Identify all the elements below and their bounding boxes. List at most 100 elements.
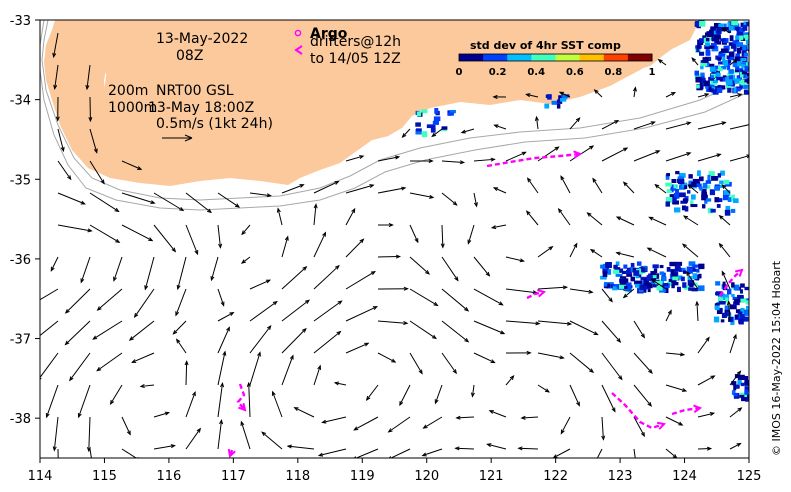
current-arrow [455,415,475,420]
sst-cell [742,44,747,51]
current-arrow [601,384,616,413]
current-arrow [537,146,560,162]
current-arrow [440,224,445,249]
sst-cell [726,55,731,60]
sst-cell [627,285,632,292]
current-arrow [249,300,278,322]
sst-cell [709,29,714,36]
sst-cell [698,176,704,182]
current-arrow [377,223,394,228]
current-arrow [589,248,603,258]
sst-cell [727,21,731,27]
sst-cell [716,87,723,93]
colorbar-tick-label: 0.4 [527,67,545,78]
sst-cell [749,90,756,93]
sst-cell [633,270,640,276]
current-arrow [281,266,308,290]
argo-legend-marker [294,29,302,37]
current-arrow [121,224,154,242]
sst-cell [740,382,745,387]
sst-cell [625,282,632,287]
sst-cell [642,283,650,287]
current-arrow [377,186,407,194]
sst-cell [723,45,730,51]
current-arrow [593,89,603,98]
current-arrow [697,336,710,354]
sst-cell [723,190,730,196]
sst-cell [432,120,439,125]
current-arrow [409,192,435,199]
sst-cell [641,267,646,273]
date-label: 13-May-2022 [156,31,248,47]
current-arrow [665,91,677,98]
sst-cell [675,171,680,175]
current-arrow [569,288,594,294]
sst-cell [731,43,736,49]
current-arrow [537,285,569,290]
current-arrow [387,416,411,433]
sst-cell [441,126,448,130]
current-arrow [441,192,458,206]
current-arrow [596,448,603,458]
sst-cell [713,23,721,29]
sst-cell [687,280,695,286]
sst-cell [684,206,689,212]
current-arrow [558,91,571,98]
sst-cell [600,264,606,269]
sst-cell [717,173,722,178]
sst-cell [605,262,612,269]
current-arrow [57,192,86,205]
sst-cell [705,180,712,184]
sst-cell [699,186,703,191]
sst-cell [719,180,724,184]
sst-cell [676,263,681,267]
current-arrow [55,96,60,122]
current-arrow [345,270,376,290]
current-arrow [313,264,340,290]
current-arrow [50,256,59,272]
current-arrow [633,320,646,339]
sst-cell [704,44,711,50]
sst-cell [602,271,608,277]
sst-cell [671,283,675,289]
x-tick-label: 118 [285,469,310,484]
sst-cell [744,379,749,386]
current-arrow [422,416,443,429]
sst-cell [551,100,558,105]
sst-cell [683,285,691,290]
sst-cell [720,319,725,323]
sst-cell [665,197,673,203]
sst-cell [734,314,739,319]
current-arrow [261,431,283,450]
sst-cell [677,176,685,181]
drifter-track [227,448,236,458]
sst-cell [743,52,749,57]
sst-cell [700,72,705,76]
current-arrow [281,354,294,386]
sst-cell [426,124,434,129]
current-arrow [729,154,749,162]
sst-cell [561,94,568,99]
current-arrow [210,256,219,282]
current-arrow [217,311,235,322]
sst-cell [732,40,738,44]
sst-cell [722,195,729,201]
sst-cell [690,204,698,208]
colorbar-segment [531,54,556,61]
sst-cell [678,173,686,178]
sst-cell [656,285,663,291]
current-arrow [271,390,283,418]
sst-cell [702,182,708,189]
sst-cell [447,112,454,116]
sst-cell [716,76,724,81]
sst-cell [725,205,731,211]
current-arrow [729,442,742,450]
sst-cell [415,129,422,135]
sst-cell [734,26,741,30]
drifter-track [611,392,666,430]
sst-cell [718,31,722,35]
sst-cell [623,264,628,269]
current-arrow [409,352,423,375]
current-arrow [64,320,91,346]
sst-cell [748,41,749,45]
